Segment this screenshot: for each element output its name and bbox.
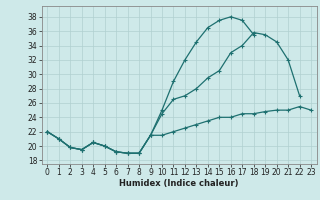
X-axis label: Humidex (Indice chaleur): Humidex (Indice chaleur)	[119, 179, 239, 188]
